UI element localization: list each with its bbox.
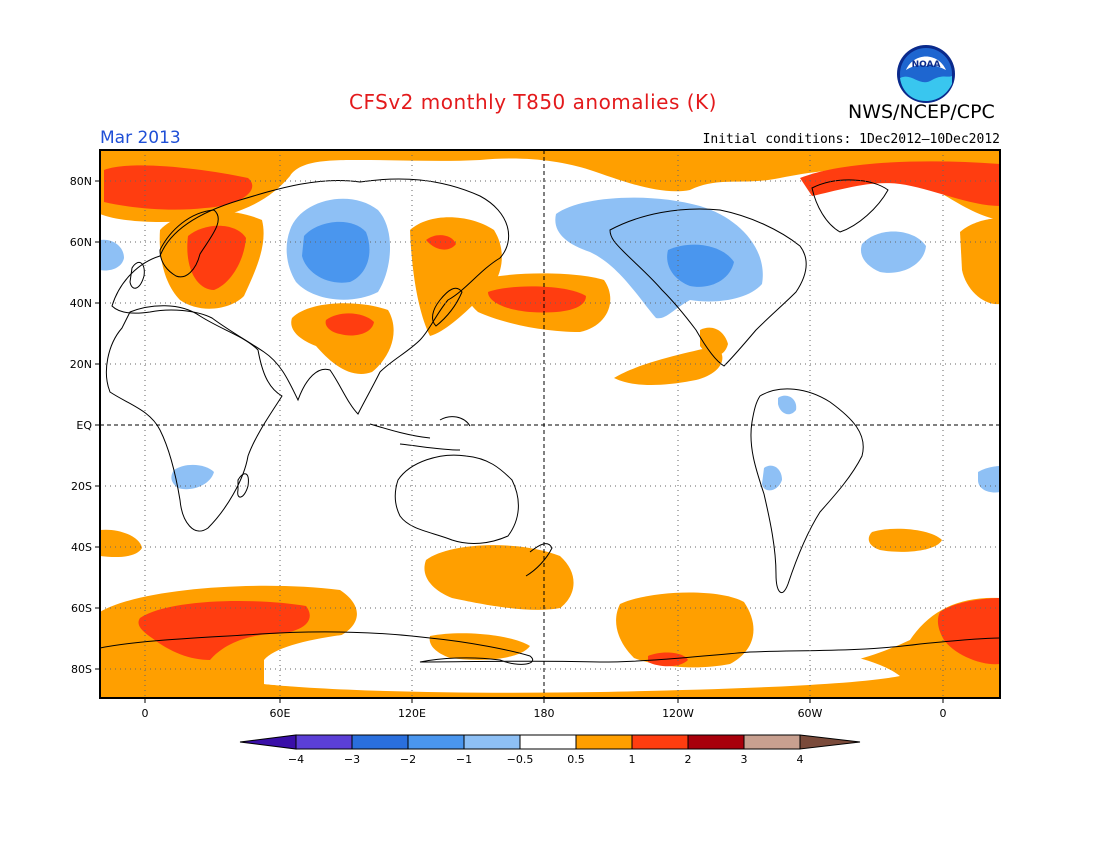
colorbar-cell — [631, 734, 689, 750]
europe-warm-core — [187, 225, 246, 290]
colorbar-cell — [407, 734, 465, 750]
colorbar-cell — [575, 734, 633, 750]
lon-label: 0 — [142, 707, 149, 720]
lon-label: 0 — [940, 707, 947, 720]
lat-label: 60N — [70, 236, 92, 249]
arctic-warm-core-east — [800, 161, 1000, 206]
colorbar-label: −4 — [288, 753, 304, 766]
colorbar-cell — [743, 734, 801, 750]
plot-frame — [99, 149, 1001, 699]
colorbar-label: −1 — [456, 753, 472, 766]
lat-label: 40N — [70, 297, 92, 310]
colorbar-cell — [351, 734, 409, 750]
siberia-cold-core — [302, 221, 370, 283]
north-america-cold — [555, 197, 763, 319]
longitude-labels: 0 60E 120E 180 120W 60W 0 — [142, 707, 947, 720]
north-america-cold-core — [667, 244, 734, 287]
colorbar-cell — [295, 734, 353, 750]
colorbar-label: −3 — [344, 753, 360, 766]
colorbar-label: 2 — [685, 753, 692, 766]
australia-coastline — [394, 454, 519, 544]
colorbar-label: 3 — [741, 753, 748, 766]
southern-indian-warm-core — [138, 601, 310, 660]
lon-label: 120W — [662, 707, 694, 720]
colorbar-labels: −4 −3 −2 −1 −0.5 0.5 1 2 3 4 — [288, 753, 804, 766]
forecast-period: Mar 2013 — [100, 128, 181, 148]
noaa-logo-icon: NOAA — [897, 45, 955, 103]
colorbar-label: −2 — [400, 753, 416, 766]
lat-label: 80S — [71, 663, 92, 676]
south-atlantic-warm — [868, 528, 942, 552]
lon-label: 120E — [398, 707, 426, 720]
indonesia-coastline — [369, 416, 471, 451]
lon-label: 60E — [270, 707, 291, 720]
east-edge-warm — [960, 218, 1000, 305]
east-edge-cold — [978, 466, 1000, 493]
antarctic-white-interior — [264, 628, 900, 693]
colorbar-cell — [239, 734, 297, 750]
central-asia-warm-core — [325, 313, 374, 336]
ross-sea-warm — [616, 592, 754, 668]
lat-label: 20N — [70, 358, 92, 371]
scandinavia-coastline — [159, 209, 219, 278]
north-pacific-warm-core — [488, 286, 586, 313]
colorbar-cell — [463, 734, 521, 750]
latitude-labels: 80N 60N 40N 20N EQ 20S 40S 60S 80S — [70, 175, 93, 676]
east-asia-warm — [410, 217, 502, 336]
colorbar — [239, 734, 861, 750]
east-south-warm-core — [937, 598, 1000, 665]
colorbar-label: 0.5 — [567, 753, 585, 766]
south-america-coastline — [750, 388, 864, 594]
coastlines — [100, 178, 1000, 665]
initial-conditions-label: Initial conditions: 1Dec2012—10Dec2012 — [702, 132, 1000, 147]
south-atlantic-west-warm — [100, 529, 142, 558]
lon-label: 180 — [534, 707, 555, 720]
colorbar-label: 4 — [797, 753, 804, 766]
greenland-coastline — [811, 179, 889, 233]
antarctic-ross-warm — [429, 633, 530, 660]
graticule — [100, 150, 1000, 698]
africa-coastline — [105, 305, 283, 532]
colorbar-label: 1 — [629, 753, 636, 766]
amazon-cold — [778, 395, 797, 415]
north-america-coastline — [609, 208, 807, 367]
colorbar-label: −0.5 — [507, 753, 534, 766]
map-title: CFSv2 monthly T850 anomalies (K) — [349, 90, 717, 114]
subtropical-pacific-warm — [614, 346, 723, 385]
lat-label: 20S — [71, 480, 92, 493]
agency-label: NWS/NCEP/CPC — [848, 101, 995, 123]
lat-label: 60S — [71, 602, 92, 615]
colorbar-cell — [799, 734, 861, 750]
south-america-cold — [762, 465, 782, 491]
logo-text: NOAA — [912, 60, 941, 70]
anomaly-shading — [100, 150, 1000, 698]
south-pacific-warm — [424, 545, 574, 610]
colorbar-cell — [687, 734, 745, 750]
arctic-warm-band — [100, 150, 1000, 222]
lat-label: EQ — [76, 419, 92, 432]
north-atlantic-cold — [860, 231, 926, 273]
tick-marks — [95, 180, 944, 703]
uk-coastline — [129, 261, 145, 289]
madagascar-coastline — [237, 473, 249, 498]
arctic-warm-core-west — [104, 165, 253, 210]
mexico-warm — [700, 327, 728, 356]
africa-cold — [171, 464, 214, 490]
lon-label: 60W — [798, 707, 823, 720]
japan-coastline — [432, 287, 463, 327]
lat-label: 80N — [70, 175, 92, 188]
new-zealand-coastline — [525, 543, 553, 577]
colorbar-cell — [519, 734, 577, 750]
lat-label: 40S — [71, 541, 92, 554]
eurasia-coastline — [111, 178, 510, 415]
antarctica-coastline — [100, 631, 1000, 665]
west-edge-cold — [100, 239, 124, 271]
